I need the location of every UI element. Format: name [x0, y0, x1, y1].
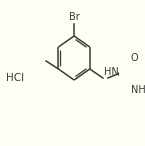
Text: HCl: HCl — [6, 73, 24, 83]
Text: NH: NH — [131, 85, 145, 95]
Text: O: O — [131, 53, 139, 63]
Text: HN: HN — [104, 67, 118, 77]
Text: Br: Br — [69, 12, 79, 22]
